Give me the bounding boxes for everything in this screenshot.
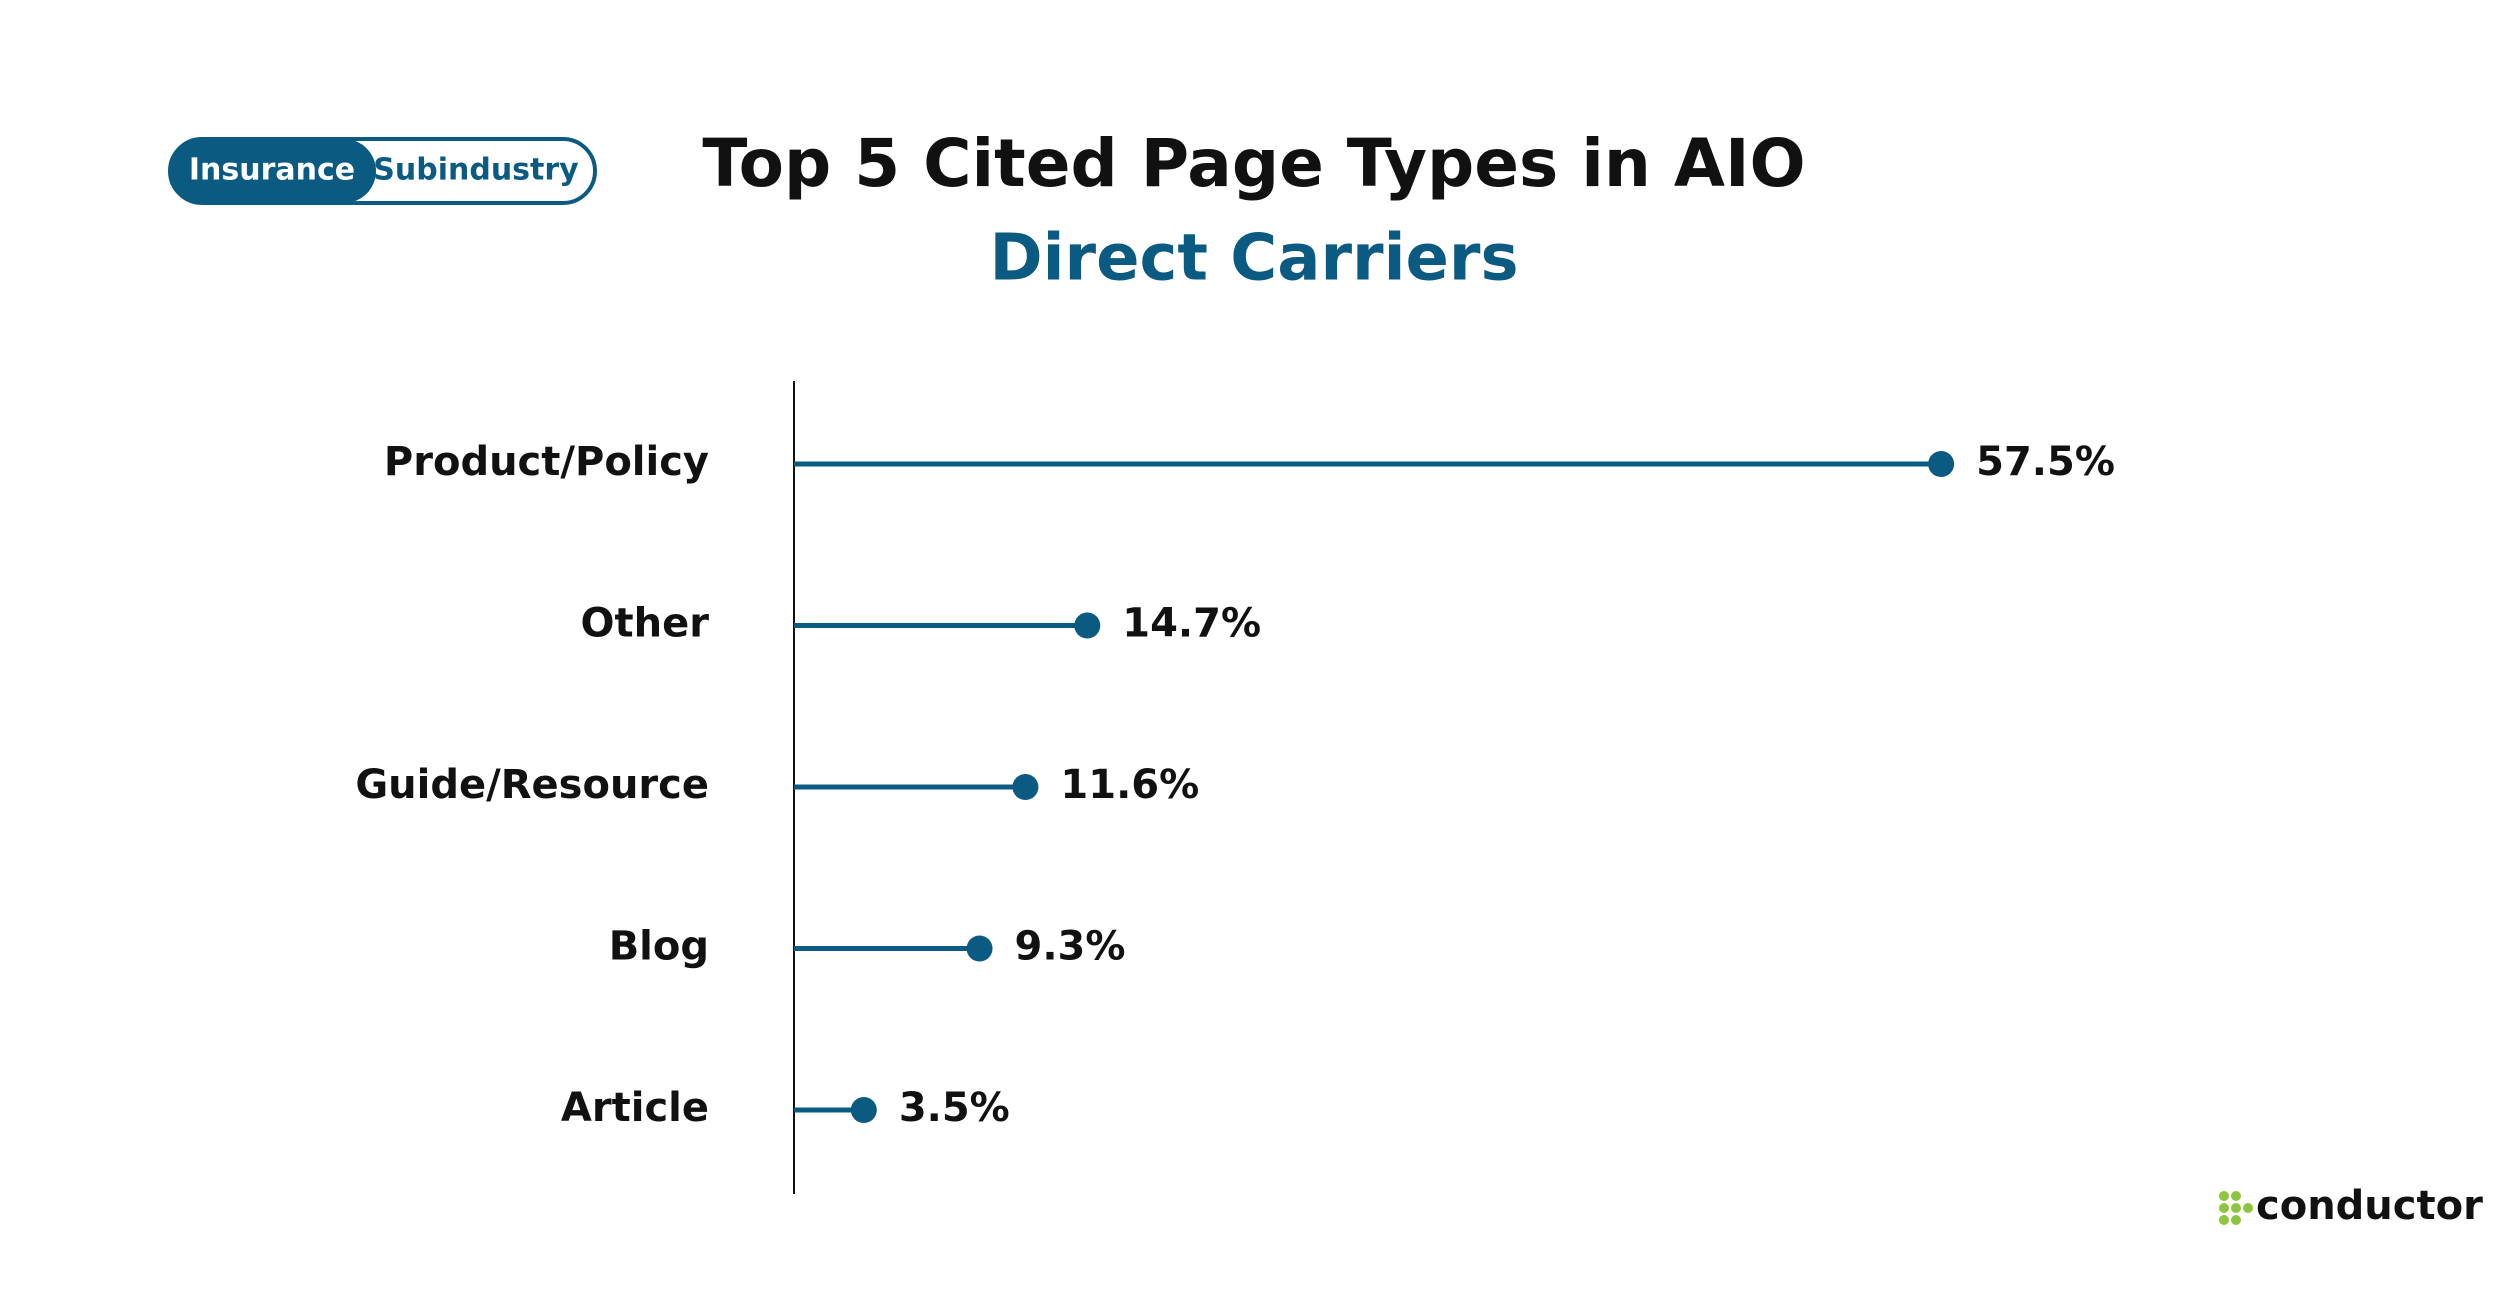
logo-text: conductor [2256,1183,2483,1229]
category-label: Guide/Resource [355,762,709,808]
toggle-option[interactable]: Insurance [189,153,355,188]
category-label: Blog [609,924,709,970]
dot [966,935,993,962]
value-label: 11.6% [1060,762,1199,808]
dot [1012,774,1039,800]
category-label: Article [561,1085,709,1131]
logo-icon [2219,1191,2253,1225]
value-label: 14.7% [1122,601,1261,647]
category-label: Product/Policy [384,439,709,485]
dot [1928,451,1955,477]
chart-subtitle: Direct Carriers [989,222,1518,296]
chart-title: Top 5 Cited Page Types in AIO [702,125,1805,202]
value-label: 9.3% [1015,924,1126,970]
category-label: Other [581,601,710,647]
value-label: 57.5% [1976,439,2115,485]
value-label: 3.5% [899,1085,1010,1131]
logo: conductor [2219,1183,2483,1229]
toggle-active[interactable] [170,139,376,203]
dot [850,1097,877,1123]
toggle: Insurance Subindustry [168,137,597,205]
toggle-option[interactable]: Subindustry [373,153,579,188]
dot [1074,612,1101,639]
